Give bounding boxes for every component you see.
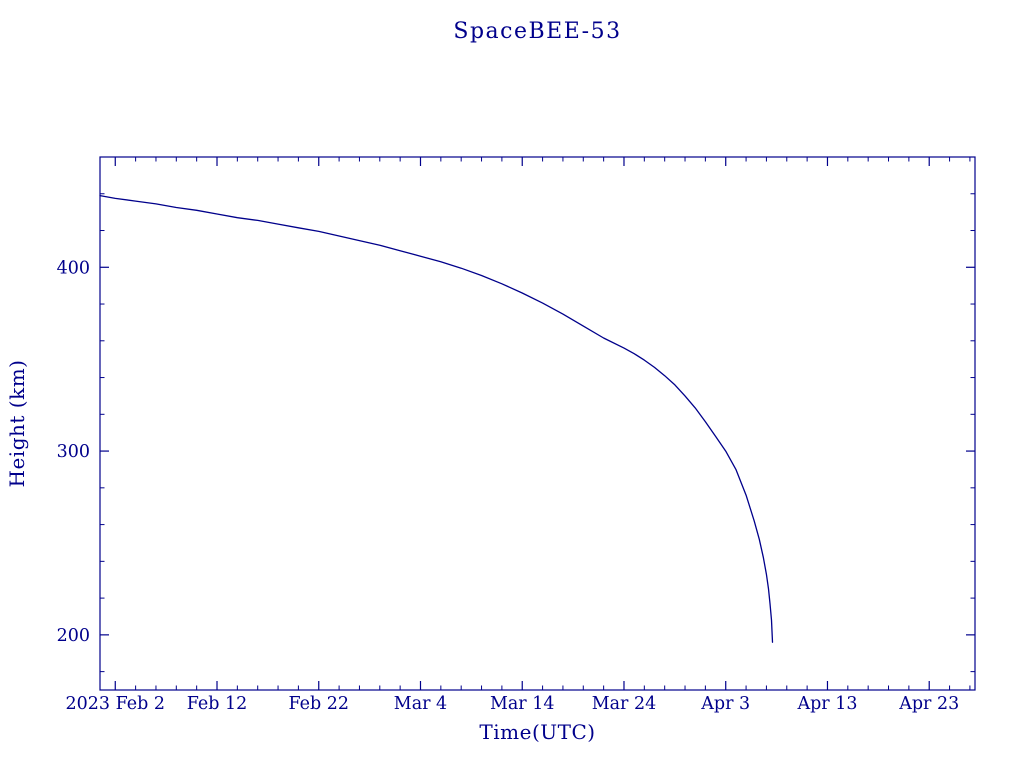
plot-frame: [99, 156, 976, 691]
x-tick-label: Mar 14: [490, 694, 555, 714]
x-axis-title: Time(UTC): [479, 720, 595, 744]
x-tick-label: Feb 22: [288, 694, 349, 714]
y-tick-label: 400: [57, 258, 90, 278]
x-tick-label: Apr 23: [898, 694, 959, 714]
chart-title: SpaceBEE-53: [453, 19, 621, 44]
y-tick-label: 300: [57, 442, 90, 462]
y-axis-title: Height (km): [5, 360, 29, 488]
x-tick-label: Apr 3: [700, 694, 750, 714]
x-tick-label: Apr 13: [796, 694, 857, 714]
x-tick-label: 2023 Feb 2: [65, 694, 165, 714]
y-tick-label: 200: [57, 626, 90, 646]
x-tick-label: Mar 24: [592, 694, 657, 714]
x-tick-label: Feb 12: [187, 694, 248, 714]
decay-curve: [99, 194, 774, 643]
x-tick-label: Mar 4: [394, 694, 447, 714]
